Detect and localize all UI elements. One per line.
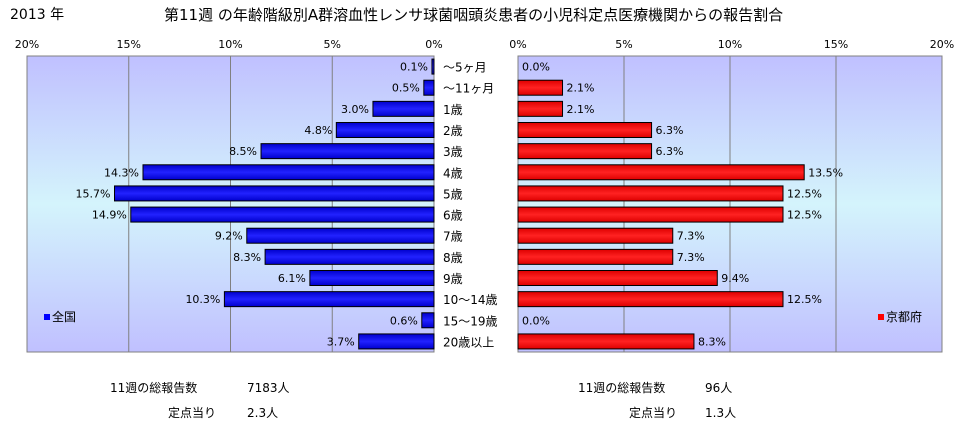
national-per-site-label: 定点当り	[168, 406, 217, 420]
national-bar	[421, 312, 435, 329]
legend-national: 全国	[44, 309, 76, 324]
kyoto-bar	[517, 79, 564, 96]
category-label: 6歳	[443, 209, 463, 223]
kyoto-per-site-label: 定点当り	[629, 406, 678, 420]
kyoto-bar	[517, 164, 805, 181]
kyoto-data-label: 9.4%	[721, 272, 749, 285]
category-label: 15～19歳	[443, 314, 498, 328]
category-label: 9歳	[443, 272, 463, 286]
national-bar	[142, 164, 435, 181]
kyoto-bar	[517, 248, 674, 265]
national-data-label: 14.9%	[92, 209, 127, 222]
kyoto-bar	[517, 291, 784, 308]
year-label: 2013 年	[10, 7, 65, 23]
national-data-label: 8.3%	[233, 251, 261, 264]
right-tick-label: 10%	[718, 38, 742, 51]
national-data-label: 14.3%	[104, 166, 139, 179]
kyoto-data-label: 6.3%	[656, 145, 684, 158]
national-data-label: 8.5%	[229, 145, 257, 158]
kyoto-bar	[517, 143, 653, 160]
national-data-label: 9.2%	[215, 230, 243, 243]
kyoto-bar	[517, 227, 674, 244]
kyoto-total-label: 11週の総報告数	[578, 381, 666, 395]
kyoto-data-label: 8.3%	[698, 335, 726, 348]
national-data-label: 4.8%	[304, 124, 332, 137]
category-label: 3歳	[443, 145, 463, 159]
category-label: 7歳	[443, 230, 463, 244]
legend-kyoto-label: 京都府	[886, 309, 922, 324]
chart-title: 第11週 の年齢階級別A群溶血性レンサ球菌咽頭炎患者の小児科定点医療機関からの報…	[164, 6, 784, 24]
kyoto-bar	[517, 270, 718, 286]
kyoto-data-label: 6.3%	[656, 124, 684, 137]
legend-kyoto-swatch	[878, 314, 884, 320]
kyoto-data-label: 13.5%	[808, 166, 843, 179]
left-tick-label: 15%	[117, 38, 141, 51]
kyoto-data-label: 2.1%	[567, 82, 595, 95]
kyoto-data-label: 0.0%	[522, 314, 550, 327]
right-tick-label: 20%	[930, 38, 954, 51]
national-per-site-value: 2.3人	[247, 406, 279, 420]
kyoto-data-label: 12.5%	[787, 293, 822, 306]
national-data-label: 10.3%	[185, 293, 220, 306]
national-data-label: 15.7%	[76, 187, 111, 200]
national-bar	[223, 291, 435, 308]
kyoto-bar	[517, 185, 784, 202]
kyoto-per-site-value: 1.3人	[705, 406, 737, 420]
national-total-label: 11週の総報告数	[110, 381, 198, 395]
left-tick-label: 10%	[218, 38, 242, 51]
left-tick-label: 20%	[15, 38, 39, 51]
kyoto-bar	[517, 100, 564, 117]
national-bar	[431, 58, 435, 75]
right-tick-label: 5%	[615, 38, 632, 51]
national-data-label: 0.6%	[390, 314, 418, 327]
national-bar	[246, 227, 435, 244]
national-bar	[114, 185, 435, 202]
kyoto-bar	[517, 122, 653, 138]
kyoto-total-value: 96人	[705, 381, 733, 395]
national-total-value: 7183人	[247, 381, 290, 395]
left-tick-label: 5%	[324, 38, 341, 51]
kyoto-data-label: 12.5%	[787, 209, 822, 222]
legend-national-swatch	[44, 314, 50, 320]
national-bar	[372, 100, 435, 117]
kyoto-bar	[517, 206, 784, 223]
category-label: 1歳	[443, 103, 463, 117]
legend-kyoto: 京都府	[878, 309, 922, 324]
national-bar	[423, 79, 435, 96]
category-label: 2歳	[443, 124, 463, 138]
category-label: ～5ヶ月	[443, 61, 487, 75]
kyoto-data-label: 7.3%	[677, 251, 705, 264]
national-data-label: 3.7%	[327, 335, 355, 348]
national-bar	[264, 248, 435, 265]
category-label: 5歳	[443, 187, 463, 201]
left-tick-label: 0%	[425, 38, 442, 51]
category-label: 8歳	[443, 251, 463, 265]
kyoto-data-label: 12.5%	[787, 187, 822, 200]
national-bar	[335, 122, 435, 138]
legend-national-label: 全国	[52, 309, 76, 324]
national-bar	[260, 143, 435, 160]
right-tick-label: 0%	[509, 38, 526, 51]
right-tick-label: 15%	[824, 38, 848, 51]
national-bar	[358, 333, 435, 350]
kyoto-data-label: 7.3%	[677, 230, 705, 243]
kyoto-data-label: 2.1%	[567, 103, 595, 116]
category-label: ～11ヶ月	[443, 82, 494, 96]
national-data-label: 0.5%	[392, 82, 420, 95]
kyoto-bar	[517, 333, 695, 350]
kyoto-data-label: 0.0%	[522, 61, 550, 74]
category-label: 20歳以上	[443, 335, 494, 349]
national-bar	[309, 270, 435, 286]
national-bar	[130, 206, 435, 223]
national-data-label: 6.1%	[278, 272, 306, 285]
category-label: 10～14歳	[443, 293, 498, 307]
national-data-label: 3.0%	[341, 103, 369, 116]
category-label: 4歳	[443, 166, 463, 180]
national-data-label: 0.1%	[400, 61, 428, 74]
